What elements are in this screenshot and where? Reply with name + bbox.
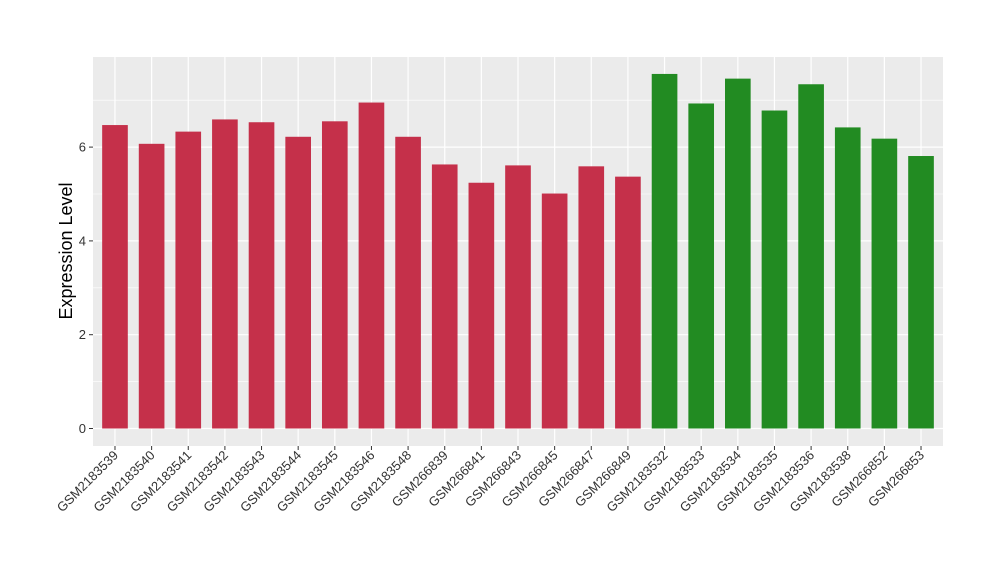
bar-GSM2183544 [285, 136, 311, 429]
bar-GSM266849 [615, 176, 641, 429]
bar-GSM2183538 [834, 127, 861, 429]
bar-GSM2183548 [395, 136, 421, 429]
y-tick-label: 0 [79, 421, 86, 436]
bar-GSM2183541 [175, 131, 202, 429]
bar-GSM2183539 [102, 125, 128, 429]
x-axis: GSM2183539GSM2183540GSM2183541GSM2183542… [54, 446, 927, 515]
bar-GSM2183536 [798, 84, 824, 429]
bar-GSM2183546 [358, 102, 385, 429]
bar-GSM2183545 [321, 121, 348, 429]
bar-GSM2183543 [248, 122, 275, 429]
bar-GSM266847 [578, 166, 605, 429]
bars [102, 73, 934, 429]
y-tick-label: 2 [79, 327, 86, 342]
bar-GSM266852 [871, 138, 898, 429]
bar-GSM2183535 [761, 110, 788, 429]
bar-GSM266839 [431, 164, 458, 429]
bar-GSM2183532 [651, 73, 678, 429]
bar-GSM2183533 [688, 103, 715, 429]
bar-GSM266841 [468, 182, 495, 429]
bar-GSM2183540 [138, 143, 165, 429]
y-tick-label: 6 [79, 140, 86, 155]
bar-GSM266843 [505, 165, 531, 429]
bar-GSM2183534 [725, 78, 751, 429]
bar-GSM266853 [908, 156, 934, 429]
bar-GSM266845 [541, 193, 568, 429]
y-axis-title: Expression Level [56, 182, 76, 319]
bar-GSM2183542 [212, 119, 238, 429]
y-tick-label: 4 [79, 233, 86, 248]
y-axis: 0 2 4 6 [79, 140, 93, 436]
